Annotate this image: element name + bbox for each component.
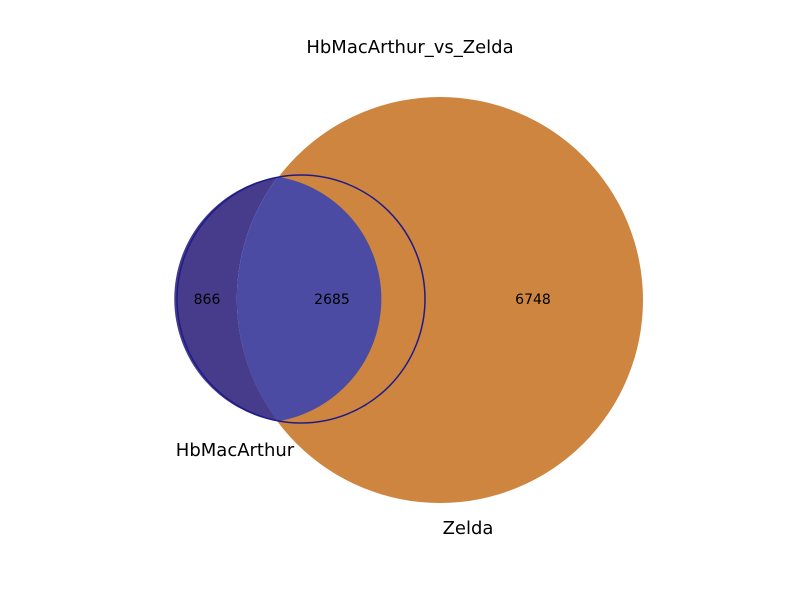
intersection-region [236, 176, 382, 422]
set-label-hbmacarthur: HbMacArthur [176, 440, 295, 461]
zelda-circle [237, 97, 643, 503]
count-intersection: 2685 [314, 292, 350, 308]
set-label-zelda: Zelda [443, 518, 494, 539]
count-only-hbmacarthur: 866 [194, 292, 221, 308]
hbmacarthur-only-region [174, 176, 278, 422]
hbmacarthur-circle-outline [176, 174, 426, 424]
count-only-zelda: 6748 [515, 292, 551, 308]
chart-title: HbMacArthur_vs_Zelda [306, 37, 513, 58]
